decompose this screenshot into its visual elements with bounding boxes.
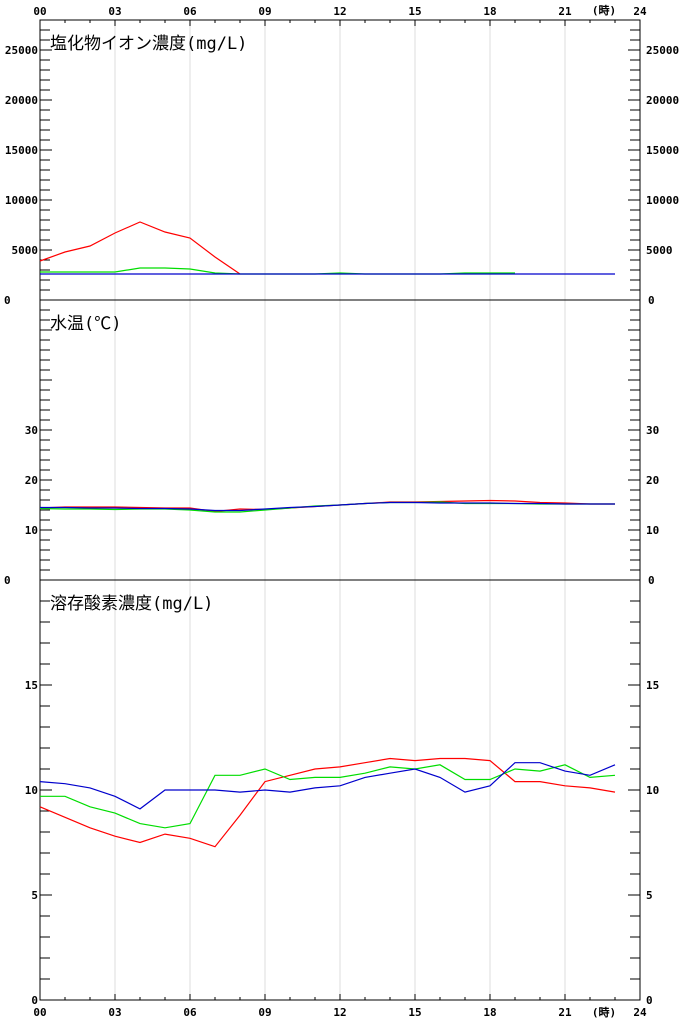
x-tick-label-top: 06 bbox=[183, 5, 197, 18]
series-line-3 bbox=[40, 501, 615, 512]
x-tick-label-top: 09 bbox=[258, 5, 271, 18]
x-unit-label-top: (時) bbox=[592, 3, 616, 17]
y-tick-label-right: 10 bbox=[646, 524, 659, 537]
panel-2: 0 0 10 10 20 20 30 30 水温(℃) bbox=[4, 299, 659, 587]
series-line-2 bbox=[40, 267, 515, 275]
y-tick-label-left: 20000 bbox=[5, 94, 38, 107]
y-tick-label-right: 0 bbox=[648, 294, 655, 307]
series-line-3 bbox=[39, 762, 616, 810]
x-tick-label-bottom: 18 bbox=[483, 1006, 496, 1019]
y-tick-label-left: 20 bbox=[25, 474, 38, 487]
y-tick-label-left: 30 bbox=[25, 424, 38, 437]
x-tick-label-bottom: 06 bbox=[183, 1006, 197, 1019]
x-tick-label-top: 15 bbox=[408, 5, 421, 18]
x-tick-label-bottom: 21 bbox=[558, 1006, 572, 1019]
x-tick-label-top: 21 bbox=[558, 5, 572, 18]
y-tick-label-left: 0 bbox=[4, 294, 11, 307]
x-tick-label-bottom: 03 bbox=[108, 1006, 121, 1019]
y-tick-label-left: 10000 bbox=[5, 194, 38, 207]
series-line-1 bbox=[39, 757, 616, 848]
y-tick-label-right: 0 bbox=[648, 574, 655, 587]
y-tick-label-right: 20000 bbox=[646, 94, 679, 107]
y-tick-label-right: 10000 bbox=[646, 194, 679, 207]
y-tick-label-left: 0 bbox=[31, 994, 38, 1007]
y-tick-label-right: 0 bbox=[646, 994, 653, 1007]
y-tick-label-left: 10 bbox=[25, 524, 38, 537]
y-tick-label-right: 10 bbox=[646, 784, 659, 797]
series-line-2 bbox=[40, 764, 616, 829]
y-tick-label-right: 25000 bbox=[646, 44, 679, 57]
x-tick-label-top: 03 bbox=[108, 5, 121, 18]
y-tick-label-left: 10 bbox=[25, 784, 38, 797]
y-tick-label-left: 5000 bbox=[12, 244, 39, 257]
panel-3: 0 0 5 5 10 10 15 15 溶存酸素濃度(mg/L) bbox=[25, 579, 659, 1007]
y-tick-label-left: 5 bbox=[31, 889, 38, 902]
series-line-1 bbox=[39, 221, 241, 275]
y-tick-label-right: 15 bbox=[646, 679, 659, 692]
y-tick-label-right: 15000 bbox=[646, 144, 679, 157]
panel-title: 塩化物イオン濃度(mg/L) bbox=[50, 34, 247, 54]
x-tick-label-bottom: 15 bbox=[408, 1006, 421, 1019]
panel-1: 0 0 5000 5000 10000 10000 15000 15000 20000 20000… bbox=[4, 19, 679, 307]
y-tick-label-right: 30 bbox=[646, 424, 659, 437]
x-tick-label-bottom: 12 bbox=[333, 1006, 346, 1019]
y-tick-label-left: 15 bbox=[25, 679, 38, 692]
panel-title: 水温(℃) bbox=[50, 314, 121, 334]
y-tick-label-left: 15000 bbox=[5, 144, 38, 157]
x-tick-label-top: 18 bbox=[483, 5, 496, 18]
y-tick-label-right: 5 bbox=[646, 889, 653, 902]
panel-title: 溶存酸素濃度(mg/L) bbox=[50, 594, 213, 614]
y-tick-label-left: 25000 bbox=[5, 44, 38, 57]
x-unit-label-bottom: (時) bbox=[592, 1005, 616, 1019]
x-tick-label-bottom: 09 bbox=[258, 1006, 271, 1019]
x-tick-label-bottom: 00 bbox=[33, 1006, 46, 1019]
x-tick-label-top: 12 bbox=[333, 5, 346, 18]
y-tick-label-left: 0 bbox=[4, 574, 11, 587]
x-tick-label-top: 24 bbox=[633, 5, 647, 18]
y-tick-label-right: 20 bbox=[646, 474, 659, 487]
y-tick-label-right: 5000 bbox=[646, 244, 673, 257]
x-tick-label-top: 00 bbox=[33, 5, 46, 18]
x-tick-label-bottom: 24 bbox=[633, 1006, 647, 1019]
x-axis: 00 00 03 03 06 06 09 09 12 12 15 15 18 18 21 21 24 24 (時) (… bbox=[33, 3, 647, 1019]
